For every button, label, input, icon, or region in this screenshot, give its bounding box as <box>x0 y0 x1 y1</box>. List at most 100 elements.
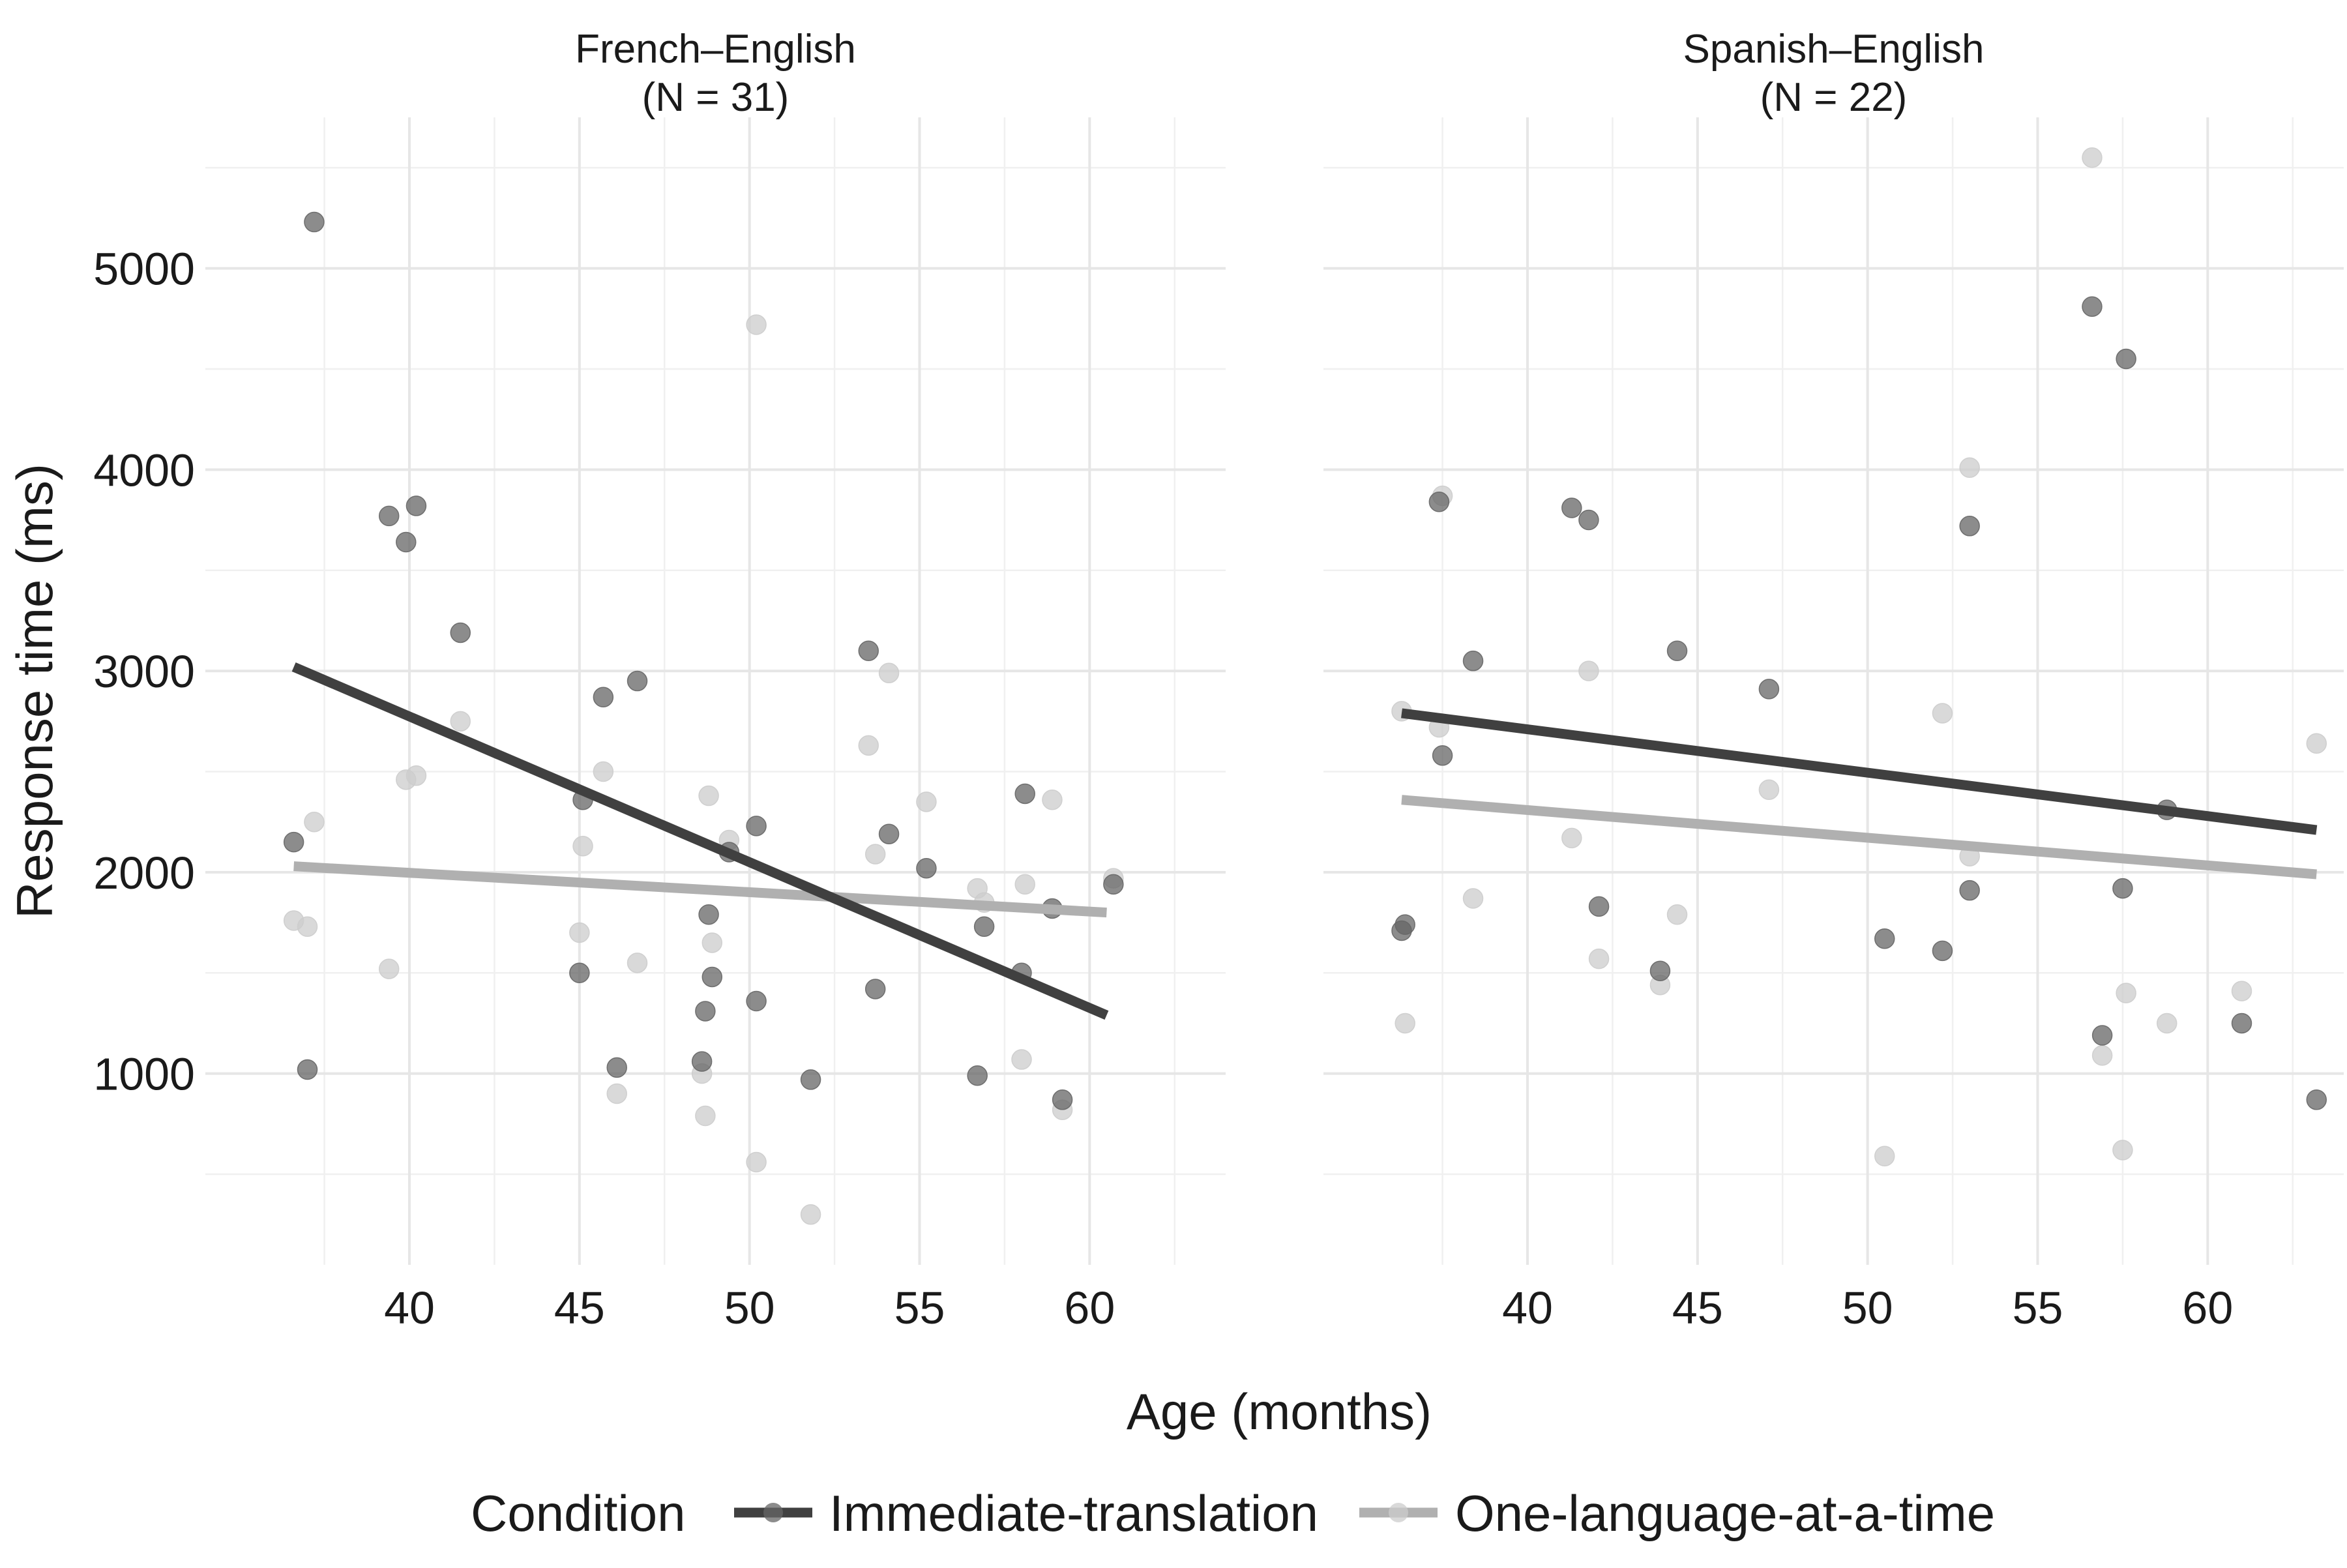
y-tick-label: 4000 <box>93 445 195 496</box>
panel-subtitle: (N = 31) <box>642 75 790 120</box>
series-points-immediate-translation <box>283 211 1124 1110</box>
data-point <box>878 662 900 683</box>
data-point <box>627 953 648 973</box>
data-point <box>864 844 886 865</box>
data-point <box>1588 896 1610 917</box>
data-point <box>1666 640 1688 661</box>
data-point <box>1588 948 1610 969</box>
data-point <box>695 1001 716 1022</box>
data-point <box>606 1057 627 1078</box>
data-point <box>450 711 471 732</box>
series-points-one-language-at-a-time <box>283 314 1124 1225</box>
data-point <box>2091 1025 2113 1046</box>
data-point <box>2112 878 2133 899</box>
x-tick-label: 50 <box>724 1282 775 1333</box>
data-point <box>378 958 400 979</box>
data-point <box>406 496 427 516</box>
trend-line-one-language-at-a-time <box>293 861 1107 918</box>
x-tick-label: 60 <box>1064 1282 1115 1333</box>
data-point <box>1014 874 1035 895</box>
data-point <box>698 904 719 925</box>
data-point <box>406 765 427 786</box>
data-point <box>1561 827 1582 849</box>
legend-key-point-one-language-at-a-time <box>1389 1503 1408 1522</box>
data-point <box>701 932 723 953</box>
x-tick-label: 55 <box>894 1282 945 1333</box>
y-tick-label: 1000 <box>93 1049 195 1100</box>
data-point <box>1758 679 1780 700</box>
data-point <box>2156 1013 2177 1034</box>
data-point <box>1874 928 1895 949</box>
data-point <box>1959 457 1980 479</box>
data-point <box>695 1105 716 1127</box>
data-point <box>569 922 590 943</box>
data-point <box>1758 779 1780 801</box>
data-point <box>973 916 995 938</box>
data-point <box>2082 147 2103 168</box>
data-point <box>2306 733 2327 754</box>
panel-subtitle: (N = 22) <box>1760 75 1908 120</box>
y-axis-title: Response time (ms) <box>6 464 63 919</box>
data-point <box>593 761 614 782</box>
data-point <box>1428 492 1450 512</box>
data-point <box>858 735 879 756</box>
legend: Condition Immediate-translation One-lang… <box>471 1485 1995 1542</box>
data-point <box>2306 1089 2327 1110</box>
data-point <box>2231 981 2252 1001</box>
data-point <box>746 1151 767 1173</box>
x-tick-label: 40 <box>1502 1282 1553 1333</box>
data-point <box>1103 874 1124 895</box>
x-tick-label: 40 <box>384 1282 435 1333</box>
data-point <box>304 811 325 833</box>
data-point <box>2112 1140 2133 1161</box>
legend-key-point-immediate-translation <box>763 1503 783 1522</box>
data-point <box>698 785 719 806</box>
data-point <box>1932 940 1953 962</box>
legend-title: Condition <box>471 1485 686 1542</box>
data-point <box>297 1059 318 1080</box>
data-point <box>1052 1089 1073 1110</box>
data-point <box>1578 509 1599 531</box>
data-point <box>1014 783 1035 805</box>
data-point <box>1578 660 1599 681</box>
data-point <box>593 687 614 708</box>
data-point <box>283 831 304 853</box>
series-points-immediate-translation <box>1391 296 2327 1110</box>
y-tick-label: 2000 <box>93 848 195 898</box>
data-point <box>746 816 767 836</box>
x-tick-label: 45 <box>554 1282 605 1333</box>
data-point <box>1462 650 1484 672</box>
legend-label-immediate-translation: Immediate-translation <box>829 1485 1318 1542</box>
data-point <box>1649 960 1671 981</box>
data-point <box>746 314 767 335</box>
panel-spanish-english: 40 45 50 55 60 Spanish–English(N = 22) <box>1323 27 2344 1333</box>
trend-line-one-language-at-a-time <box>1401 795 2317 880</box>
legend-label-one-language-at-a-time: One-language-at-a-time <box>1455 1485 1995 1542</box>
y-tick-label: 3000 <box>93 646 195 697</box>
data-point <box>878 823 900 844</box>
data-point <box>304 211 325 233</box>
data-point <box>2082 296 2103 317</box>
data-point <box>2116 983 2136 1003</box>
data-point <box>967 1065 988 1086</box>
y-tick-label: 5000 <box>93 244 195 295</box>
panel-french-english: 40 45 50 55 60 1000 2000 3000 4000 5000 French–Eng… <box>93 27 1226 1333</box>
data-point <box>691 1051 713 1072</box>
data-point <box>800 1204 821 1225</box>
data-point <box>2116 348 2136 370</box>
data-point <box>916 857 937 879</box>
data-point <box>2091 1045 2113 1066</box>
data-point <box>572 836 593 857</box>
data-point <box>1932 703 1953 724</box>
x-tick-label: 50 <box>1842 1282 1893 1333</box>
data-point <box>2231 1013 2252 1034</box>
legend-entry-one-language-at-a-time: One-language-at-a-time <box>1359 1485 1995 1542</box>
data-point <box>1874 1146 1895 1167</box>
data-point <box>569 962 590 984</box>
trend-line-immediate-translation <box>291 662 1109 1020</box>
data-point <box>297 916 318 938</box>
data-point <box>378 505 400 527</box>
data-point <box>1395 914 1415 935</box>
